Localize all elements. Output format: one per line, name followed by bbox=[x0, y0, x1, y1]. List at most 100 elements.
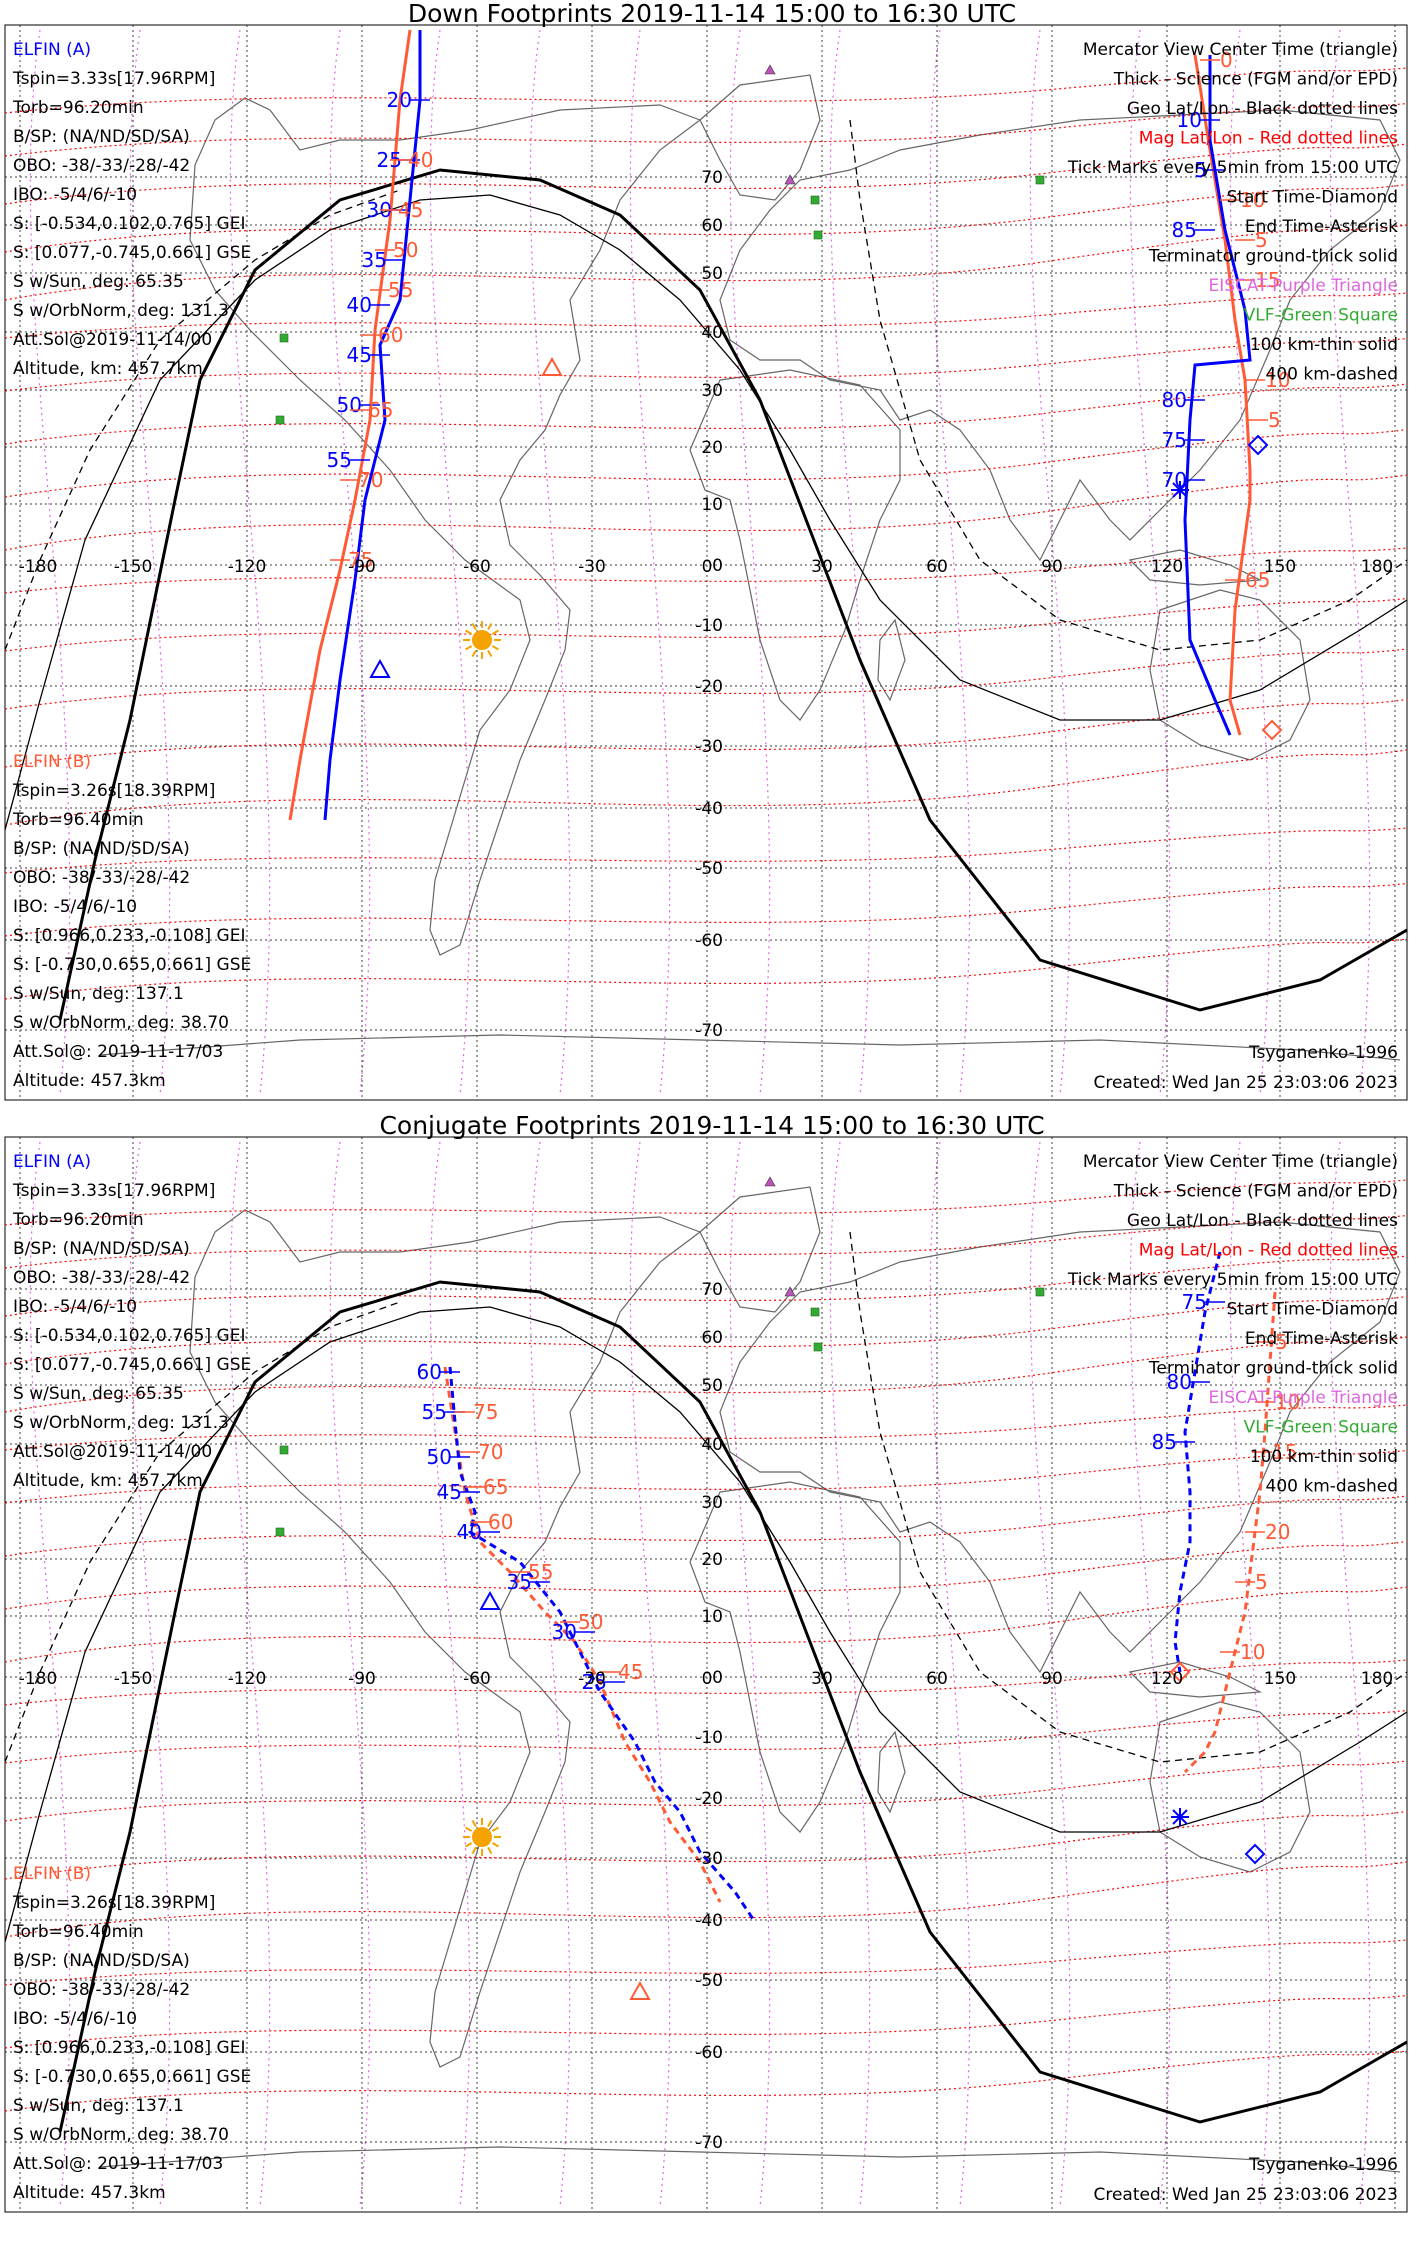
track-tick-label: 55 bbox=[327, 448, 352, 472]
lat-tick-label: 40 bbox=[701, 323, 723, 343]
sat-info-line: IBO: -5/4/6/-10 bbox=[13, 1297, 137, 1317]
mag-meridian-line bbox=[529, 1141, 571, 2208]
mag-meridian-line bbox=[729, 29, 771, 1096]
vlf-station-square bbox=[813, 230, 823, 240]
mag-latitude-line bbox=[4, 224, 1408, 301]
model-label: Tsyganenko-1996 bbox=[1248, 2155, 1398, 2175]
track-tick-label: 65 bbox=[368, 398, 393, 422]
lon-tick-label: 0 bbox=[702, 1669, 713, 1689]
center-triangle-a bbox=[479, 1590, 501, 1610]
mag-meridian-line bbox=[329, 1141, 371, 2208]
sat-name: ELFIN (B) bbox=[13, 752, 91, 772]
lat-tick-label: -40 bbox=[695, 799, 723, 819]
mag-meridian-line bbox=[329, 29, 371, 1096]
lat-tick-label: -20 bbox=[695, 1789, 723, 1809]
legend-item: 400 km-dashed bbox=[1266, 365, 1398, 385]
lon-tick-label: 60 bbox=[926, 557, 948, 577]
track-tick-label: 45 bbox=[347, 343, 372, 367]
mag-latitude-line bbox=[4, 337, 1408, 392]
lat-tick-label: 20 bbox=[701, 438, 723, 458]
terminator-100km bbox=[4, 194, 1408, 831]
lat-tick-label: 30 bbox=[701, 381, 723, 401]
sat-info-line: OBO: -38/-33/-28/-42 bbox=[13, 1268, 190, 1288]
mag-latitude-line bbox=[4, 1586, 1408, 1663]
sat-info-line: Att.Sol@: 2019-11-17/03 bbox=[13, 2154, 223, 2174]
mag-latitude-line bbox=[4, 1540, 1408, 1610]
mag-meridian-line bbox=[129, 29, 171, 1096]
legend-item: Terminator ground-thick solid bbox=[1148, 247, 1398, 267]
track-tick-label: 20 bbox=[1265, 1520, 1290, 1544]
end-asterisk-a bbox=[1171, 1808, 1189, 1826]
lat-tick-label: -50 bbox=[695, 1971, 723, 1991]
lon-tick-label: 90 bbox=[1041, 1669, 1063, 1689]
mag-meridian-line bbox=[629, 1141, 671, 2208]
start-diamond-b bbox=[1169, 1661, 1191, 1683]
coastline bbox=[719, 109, 1401, 562]
mag-meridian-line bbox=[929, 29, 971, 1096]
mag-meridian-line bbox=[229, 29, 271, 1096]
mag-latitude-line bbox=[4, 1810, 1408, 1880]
track-tick-label: 5 bbox=[1268, 408, 1281, 432]
track-tick-label: 10 bbox=[1265, 368, 1290, 392]
sun-disc bbox=[472, 630, 492, 650]
mag-latitude-line bbox=[4, 474, 1408, 551]
lat-tick-label: 60 bbox=[701, 1328, 723, 1348]
sat-info-line: S: [0.966,0.233,-0.108] GEI bbox=[13, 2038, 245, 2058]
track-tick-label: 65 bbox=[1245, 568, 1270, 592]
lat-tick-label: -20 bbox=[695, 677, 723, 697]
mag-meridian-line bbox=[829, 1141, 871, 2208]
mag-latitude-lines bbox=[4, 67, 1408, 1000]
sat-info-line: Tspin=3.26s[18.39RPM] bbox=[12, 1893, 215, 1913]
sun-ray bbox=[465, 645, 473, 651]
lat-tick-label: -70 bbox=[695, 1021, 723, 1041]
mag-meridian-line bbox=[629, 29, 671, 1096]
legend-item: VLF-Green Square bbox=[1244, 1418, 1398, 1438]
lon-tick-label: 120 bbox=[1151, 557, 1183, 577]
track-tick-label: 35 bbox=[362, 248, 387, 272]
lon-tick-label: -120 bbox=[228, 557, 267, 577]
track-tick-label: 50 bbox=[337, 393, 362, 417]
track-tick-label: 75 bbox=[1182, 1290, 1207, 1314]
terminator-ground bbox=[58, 1280, 1408, 2133]
terminator-400km bbox=[849, 119, 1408, 651]
legend-item: EISCAT-Purple Triangle bbox=[1208, 1388, 1398, 1408]
sun-ray bbox=[471, 649, 477, 657]
mag-meridian-line bbox=[729, 1141, 771, 2208]
sat-info-line: S w/OrbNorm, deg: 38.70 bbox=[13, 1013, 229, 1033]
sun-ray bbox=[465, 1826, 473, 1832]
track-tick-label: 75 bbox=[1162, 428, 1187, 452]
sat-info-line: S: [-0.534,0.102,0.765] GEI bbox=[13, 214, 245, 234]
sat-info-line: S w/Sun, deg: 65.35 bbox=[13, 1384, 184, 1404]
sun-ray bbox=[487, 1846, 493, 1854]
mag-latitude-line bbox=[4, 749, 1408, 826]
sun-ray bbox=[487, 649, 493, 657]
eiscat-station-triangle bbox=[784, 174, 796, 185]
mag-latitude-line bbox=[4, 698, 1408, 768]
mag-latitude-line bbox=[4, 1295, 1408, 1365]
track-b-east bbox=[1193, 54, 1252, 736]
mag-latitude-line bbox=[4, 597, 1408, 652]
coastline bbox=[1149, 1701, 1311, 1873]
terminator-400km bbox=[4, 189, 401, 651]
coastline bbox=[699, 1186, 821, 1313]
sat-name: ELFIN (A) bbox=[13, 1152, 91, 1172]
sun-ray bbox=[491, 645, 499, 651]
lat-tick-label: -10 bbox=[695, 616, 723, 636]
lat-tick-label: 70 bbox=[701, 1280, 723, 1300]
coastline bbox=[877, 1730, 906, 1814]
sat-info-line: IBO: -5/4/6/-10 bbox=[13, 2009, 137, 2029]
lon-tick-label: 60 bbox=[926, 1669, 948, 1689]
lat-tick-label: 30 bbox=[701, 1493, 723, 1513]
track-tick-label: 80 bbox=[1162, 388, 1187, 412]
legend-item: End Time-Asterisk bbox=[1245, 217, 1398, 237]
mag-latitude-line bbox=[4, 1994, 1408, 2049]
mag-meridian-line bbox=[29, 29, 71, 1096]
sun-ray bbox=[471, 1820, 477, 1828]
lat-tick-label: 0 bbox=[712, 556, 723, 576]
legend-item: Terminator ground-thick solid bbox=[1148, 1359, 1398, 1379]
sun-ray bbox=[487, 1820, 493, 1828]
mag-latitude-line bbox=[4, 938, 1408, 1000]
model-label: Tsyganenko-1996 bbox=[1248, 1043, 1398, 1063]
mag-latitude-lines bbox=[4, 1179, 1408, 2112]
